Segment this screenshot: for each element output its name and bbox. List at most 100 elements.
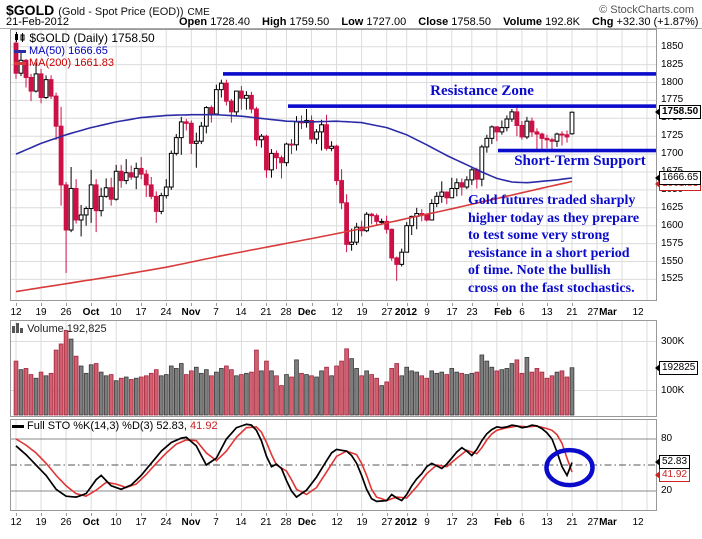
stat-label: Close [418,16,449,28]
x-axis-tick [311,513,313,516]
x-axis-tick [66,303,68,306]
x-axis-tick [41,513,43,516]
x-axis-tick [496,513,498,516]
x-axis-tick [41,303,43,306]
x-axis-tick [336,513,338,516]
stoch-k-value: 52.83, [156,420,187,432]
x-axis-label: 19 [35,517,47,528]
ma50-legend: MA(50) 1666.65 [14,45,108,57]
x-axis-label: 17 [135,307,147,318]
x-axis-tick [572,303,573,306]
chart-header: $GOLD (Gold - Spot Price (EOD)) CME [6,2,210,20]
commentary-line: resistance in a short period [468,245,630,261]
commentary-text: Gold futures traded sharply higher today… [468,192,639,297]
x-axis-label: 28 [280,307,292,318]
x-axis-tick [521,303,523,306]
x-axis-label: Nov [181,517,201,528]
x-axis-tick [191,513,193,516]
ma200-legend-label: MA(200) 1661.83 [29,57,114,69]
price-legend: $GOLD (Daily) 1758.50 [14,31,155,45]
x-axis-tick [546,303,548,306]
copyright: © StockCharts.com [599,4,694,16]
y-axis-label: 1550 [661,255,684,267]
x-axis-label: 14 [235,307,247,318]
stat-value: +32.30 (+1.87%) [616,16,699,28]
x-axis-tick [406,513,408,516]
x-axis-label: 23 [466,307,478,318]
x-axis-tick [286,303,288,306]
x-axis-tick [386,513,388,516]
x-axis-label: 26 [60,307,72,318]
x-axis-tick [116,513,118,516]
x-axis-tick [336,303,338,306]
x-axis-label: 12 [632,517,644,528]
chart-date: 21-Feb-2012 [6,16,69,28]
ma50-legend-label: MA(50) 1666.65 [29,45,108,57]
volume-bars-icon [12,323,23,333]
x-axis-tick [451,303,453,306]
y-axis-label: 100K [661,384,685,396]
y-axis-label: 1850 [661,40,684,52]
commentary-line: to test some very strong [468,228,610,243]
volume-callout: 192825 [654,361,699,375]
x-axis-label: Nov [181,307,201,318]
stat-value: 1728.40 [210,16,250,28]
commentary-line: higher today as they prepare [468,210,640,226]
x-axis-label: 21 [566,307,578,318]
commentary-line: of time. Note the bullish [468,263,611,278]
ma200-legend: MA(200) 1661.83 [14,57,114,69]
ma50-swatch [14,49,26,53]
exchange: CME [187,7,210,18]
x-axis-label: Oct [82,307,100,318]
last-price-callout: 1758.50 [654,105,702,119]
y-axis-label: 1525 [661,273,684,285]
x-axis-label: 12 [331,517,343,528]
x-axis-label: 23 [466,517,478,528]
stoch-k-callout: 52.83 [654,455,691,469]
stat-value: 1727.00 [366,16,407,28]
x-axis-label: 24 [160,517,172,528]
x-axis-label: 12 [632,307,644,318]
header-divider [0,28,702,29]
x-axis-row-2: 12 19 26 Oct 10 17 24 Nov 7 14 21 28 Dec 12 19 27 2012 9 1… [10,513,657,529]
x-axis-label: 7 [213,517,219,528]
ma200-swatch [14,61,26,65]
x-axis-tick [546,513,548,516]
x-axis-tick [386,303,388,306]
x-axis-label: 24 [160,307,172,318]
candlestick-icon [15,32,25,42]
x-axis-label: 28 [280,517,292,528]
x-axis-tick [216,303,218,306]
x-axis-label: Mar [599,307,617,318]
stoch-legend-title: Full STO %K(14,3) %D(3) [27,420,154,432]
x-axis-label: 17 [446,307,458,318]
x-axis-tick [16,303,17,306]
y-axis-label: 1700 [661,148,684,160]
x-axis-tick [361,303,363,306]
stoch-plot [10,419,657,511]
x-axis-tick [241,513,243,516]
bullish-cross-circle [544,447,595,488]
stat-label: Low [341,16,364,28]
stat-value: 1759.50 [289,16,330,28]
x-axis-label: 27 [587,517,599,528]
x-axis-tick [16,513,17,516]
y-axis-label: 1725 [661,130,684,142]
commentary-line: Gold futures traded sharply [468,193,636,208]
x-axis-label: 14 [235,517,247,528]
x-axis-label: 19 [356,307,368,318]
x-axis-label: Feb [494,517,512,528]
stoch-d-value: 41.92 [190,420,218,432]
stat-label: High [262,16,287,28]
y-axis-label: 1800 [661,76,684,88]
resistance-zone-label: Resistance Zone [430,83,534,99]
commentary-line: cross on the fast stochastics. [468,280,635,296]
symbol: $GOLD [6,2,55,18]
x-axis-tick [521,513,523,516]
y-axis-label: 80 [661,433,673,444]
x-axis-label: 6 [519,517,525,528]
x-axis-tick [266,513,268,516]
x-axis-tick [91,303,93,306]
x-axis-label: 26 [60,517,72,528]
